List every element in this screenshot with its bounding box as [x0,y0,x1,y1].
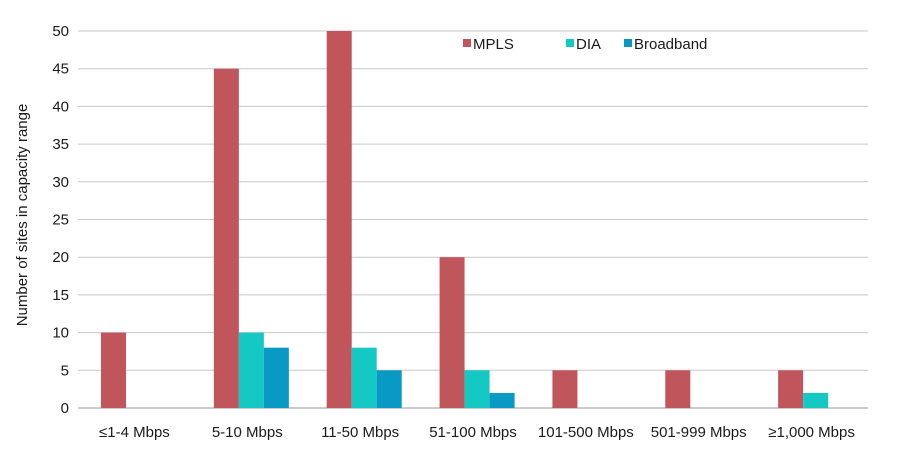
bar-mpls-5 [665,370,691,408]
bar-mpls-3 [439,257,465,408]
legend-label-dia: DIA [576,36,601,53]
legend-label-mpls: MPLS [473,36,514,53]
bar-mpls-2 [326,31,352,408]
y-tick-label: 5 [61,362,69,379]
y-tick-label: 45 [52,61,69,78]
y-tick-label: 20 [52,249,69,266]
y-tick-label: 15 [52,287,69,304]
bar-dia-2 [351,347,377,408]
bar-dia-6 [803,392,829,408]
x-category-label: 501-999 Mbps [651,424,747,441]
bar-dia-1 [238,332,264,408]
y-tick-label: 30 [52,174,69,191]
y-tick-label: 25 [52,212,69,229]
y-tick-label: 50 [52,23,69,40]
bar-dia-3 [464,370,490,408]
bar-broadband-3 [489,392,515,408]
bar-mpls-0 [101,332,126,408]
bar-mpls-6 [778,370,804,408]
legend-swatch-dia [566,39,574,47]
x-category-label: ≤1-4 Mbps [99,424,170,441]
legend-swatch-broadband [624,39,632,47]
x-category-label: 51-100 Mbps [429,424,517,441]
y-tick-label: 10 [52,325,69,342]
legend-label-broadband: Broadband [634,36,707,53]
legend-swatch-mpls [463,39,471,47]
y-axis-label: Number of sites in capacity range [14,104,31,327]
bar-mpls-4 [552,370,578,408]
x-category-labels: ≤1-4 Mbps 5-10 Mbps 11-50 Mbps 51-100 Mbps 1… [99,424,855,441]
x-category-label: 11-50 Mbps [321,424,399,441]
x-category-label: ≥1,000 Mbps [768,424,855,441]
y-tick-labels: 0 5 10 15 20 25 30 35 40 45 50 [52,23,69,417]
x-category-label: 101-500 Mbps [538,424,634,441]
bar-broadband-1 [263,347,289,408]
bars [101,31,829,408]
y-tick-label: 35 [52,136,69,153]
x-category-label: 5-10 Mbps [212,424,283,441]
bar-broadband-2 [376,370,402,408]
bar-mpls-1 [213,68,239,408]
y-tick-label: 40 [52,98,69,115]
gridlines [78,30,868,409]
y-tick-label: 0 [61,400,69,417]
legend: MPLS DIA Broadband [463,36,707,53]
